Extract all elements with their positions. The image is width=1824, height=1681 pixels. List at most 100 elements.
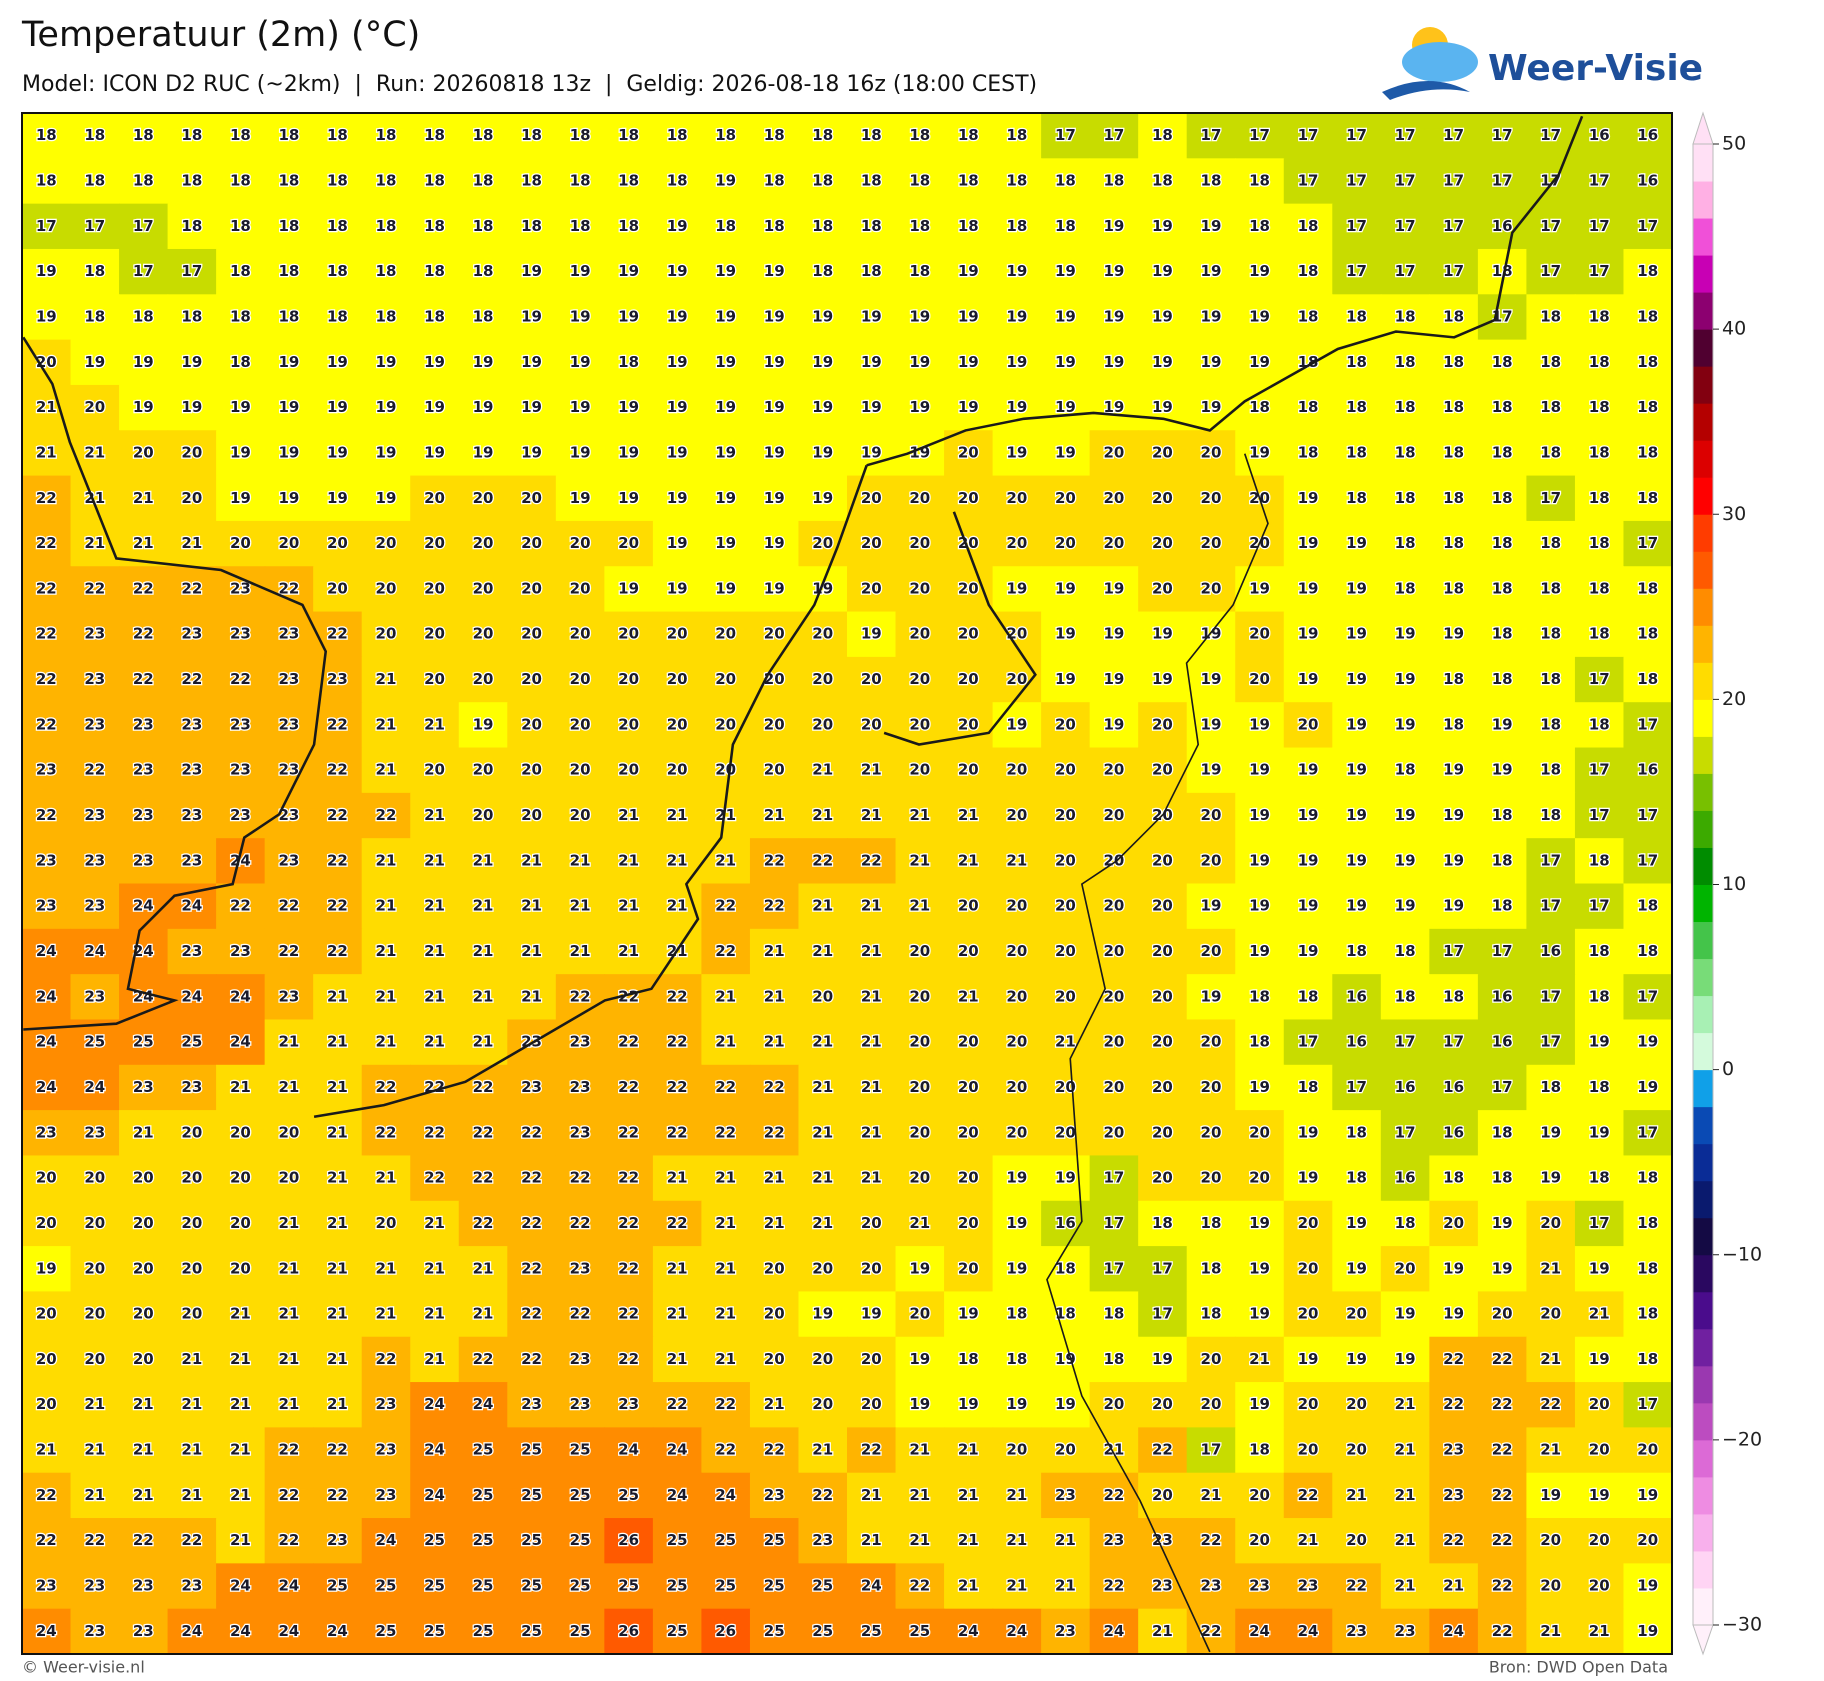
temperature-cell	[992, 294, 1042, 341]
temperature-cell	[1089, 974, 1139, 1021]
temperature-cell	[22, 838, 72, 885]
temperature-cell	[1041, 520, 1091, 567]
temperature-value: 23	[1298, 1577, 1319, 1595]
temperature-value: 22	[36, 806, 57, 824]
temperature-cell	[1574, 702, 1625, 749]
temperature-value: 20	[1152, 987, 1173, 1005]
temperature-value: 20	[181, 1305, 202, 1323]
temperature-value: 22	[715, 1078, 736, 1096]
temperature-value: 17	[36, 217, 57, 235]
temperature-value: 19	[1492, 715, 1513, 733]
temperature-cell	[1526, 1019, 1576, 1066]
temperature-cell	[1526, 883, 1576, 930]
temperature-value: 17	[1443, 171, 1464, 189]
temperature-value: 18	[1589, 851, 1610, 869]
temperature-cell	[749, 384, 800, 431]
temperature-value: 24	[230, 1577, 251, 1595]
temperature-value: 23	[278, 625, 299, 643]
temperature-value: 17	[1395, 1123, 1416, 1141]
temperature-cell	[1332, 747, 1382, 794]
temperature-value: 18	[327, 126, 348, 144]
temperature-value: 22	[570, 1169, 591, 1187]
temperature-value: 20	[376, 579, 397, 597]
temperature-value: 20	[812, 715, 833, 733]
temperature-cell	[458, 520, 508, 567]
temperature-cell	[749, 158, 800, 205]
temperature-value: 22	[230, 670, 251, 688]
temperature-cell	[944, 1019, 994, 1066]
temperature-value: 18	[1492, 670, 1513, 688]
temperature-value: 22	[473, 1350, 494, 1368]
temperature-value: 18	[1006, 1350, 1027, 1368]
temperature-value: 17	[1443, 1033, 1464, 1051]
temperature-value: 19	[1346, 1350, 1367, 1368]
temperature-cell	[1332, 475, 1382, 522]
temperature-value: 18	[1395, 398, 1416, 416]
temperature-cell	[944, 656, 994, 703]
temperature-value: 18	[1395, 307, 1416, 325]
temperature-value: 16	[1395, 1169, 1416, 1187]
temperature-value: 20	[1103, 851, 1124, 869]
temperature-cell	[361, 566, 411, 613]
colorbar-band	[1693, 551, 1713, 589]
temperature-cell	[458, 792, 508, 839]
temperature-value: 20	[667, 761, 688, 779]
temperature-value: 24	[181, 897, 202, 915]
temperature-value: 18	[1249, 1033, 1270, 1051]
temperature-value: 20	[861, 534, 882, 552]
temperature-value: 25	[861, 1622, 882, 1640]
temperature-cell	[1477, 792, 1528, 839]
temperature-value: 19	[1006, 353, 1027, 371]
temperature-value: 19	[667, 217, 688, 235]
temperature-cell	[1138, 747, 1188, 794]
temperature-value: 19	[570, 443, 591, 461]
temperature-value: 26	[618, 1622, 639, 1640]
temperature-value: 21	[424, 1350, 445, 1368]
temperature-value: 21	[473, 851, 494, 869]
temperature-cell	[1186, 1019, 1236, 1066]
temperature-cell	[1477, 974, 1528, 1021]
temperature-value: 20	[1152, 534, 1173, 552]
temperature-cell	[749, 248, 800, 295]
temperature-cell	[701, 974, 751, 1021]
temperature-cell	[555, 656, 605, 703]
temperature-value: 19	[1006, 1214, 1027, 1232]
temperature-cell	[749, 520, 800, 567]
temperature-value: 19	[1298, 625, 1319, 643]
temperature-value: 20	[1201, 851, 1222, 869]
temperature-cell	[944, 113, 994, 159]
temperature-value: 18	[1589, 987, 1610, 1005]
temperature-value: 20	[181, 443, 202, 461]
temperature-value: 22	[521, 1123, 542, 1141]
temperature-cell	[167, 1064, 217, 1111]
temperature-cell	[555, 1064, 605, 1111]
temperature-value: 18	[1589, 353, 1610, 371]
temperature-cell	[555, 203, 605, 250]
temperature-value: 20	[1006, 534, 1027, 552]
temperature-value: 21	[327, 1214, 348, 1232]
temperature-value: 17	[1298, 126, 1319, 144]
colorbar-band	[1693, 329, 1713, 367]
temperature-cell	[1235, 974, 1285, 1021]
temperature-cell	[313, 113, 363, 159]
temperature-value: 17	[1637, 851, 1658, 869]
temperature-value: 21	[764, 942, 785, 960]
temperature-cell	[992, 838, 1042, 885]
temperature-cell	[701, 248, 751, 295]
temperature-value: 24	[667, 1486, 688, 1504]
temperature-value: 23	[1152, 1577, 1173, 1595]
temperature-cell	[1089, 702, 1139, 749]
temperature-value: 20	[1055, 942, 1076, 960]
temperature-value: 21	[812, 1214, 833, 1232]
temperature-value: 20	[36, 1350, 57, 1368]
temperature-value: 20	[424, 534, 445, 552]
temperature-value: 18	[181, 126, 202, 144]
temperature-value: 24	[715, 1486, 736, 1504]
temperature-value: 21	[424, 1033, 445, 1051]
temperature-cell	[847, 248, 897, 295]
temperature-cell	[264, 656, 314, 703]
temperature-cell	[992, 475, 1042, 522]
temperature-cell	[652, 158, 703, 205]
temperature-value: 21	[473, 897, 494, 915]
temperature-value: 21	[812, 1033, 833, 1051]
